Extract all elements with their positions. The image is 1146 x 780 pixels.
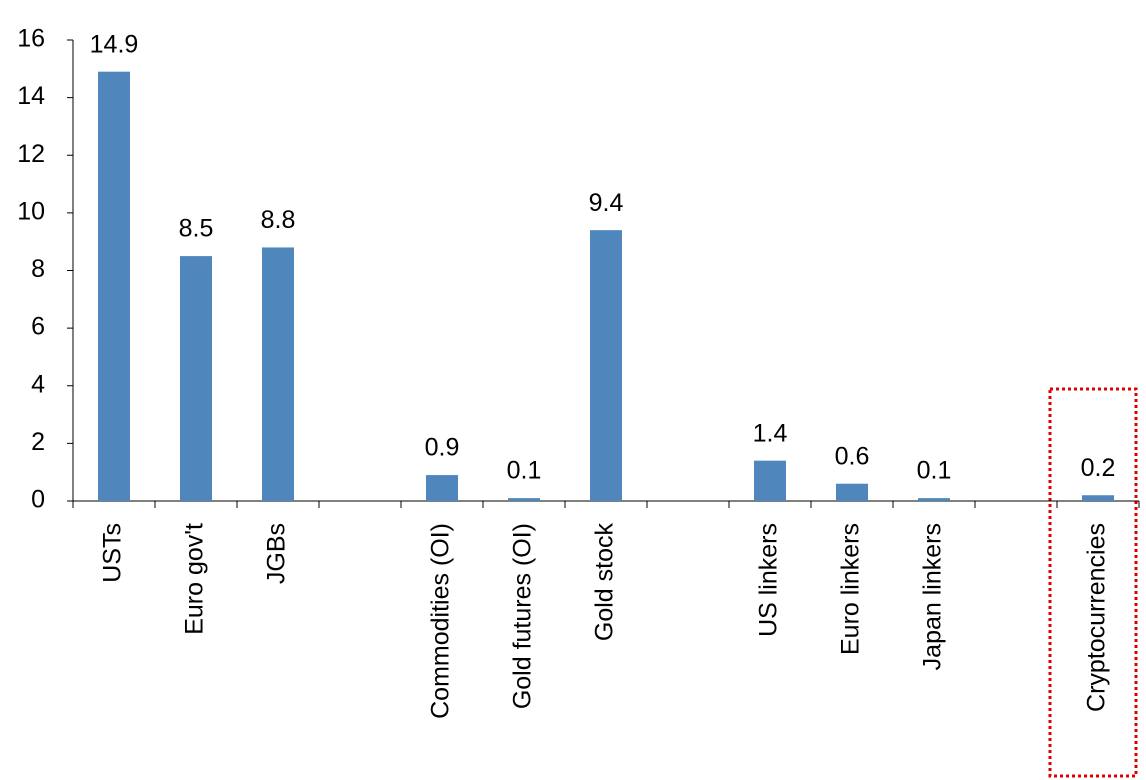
y-tick-label: 0	[31, 486, 45, 514]
y-tick-label: 14	[17, 82, 45, 110]
y-tick-label: 4	[31, 370, 45, 398]
bar	[590, 230, 622, 501]
bar	[836, 483, 868, 501]
x-tick-label: Cryptocurrencies	[1083, 523, 1111, 712]
x-tick-label: Gold stock	[591, 523, 619, 642]
data-label: 0.9	[425, 434, 460, 462]
y-tick-label: 2	[31, 428, 45, 456]
bar	[508, 498, 540, 501]
y-tick-label: 6	[31, 313, 45, 341]
x-tick-label: US linkers	[755, 523, 783, 637]
y-tick-label: 12	[17, 140, 45, 168]
x-tick-label: Japan linkers	[919, 523, 947, 670]
data-label: 8.5	[179, 215, 214, 243]
data-label: 14.9	[90, 30, 139, 58]
bar	[98, 71, 130, 501]
data-label: 9.4	[589, 189, 624, 217]
x-tick-label: Euro gov't	[181, 523, 209, 635]
y-tick-label: 8	[31, 255, 45, 283]
x-tick-label: Euro linkers	[837, 523, 865, 655]
bar	[426, 475, 458, 501]
y-tick-label: 10	[17, 197, 45, 225]
x-tick-label: Commodities (OI)	[427, 523, 455, 719]
bar	[754, 460, 786, 501]
bar	[1082, 495, 1114, 501]
bar	[918, 498, 950, 501]
data-label: 0.1	[917, 457, 952, 485]
y-tick-label: 16	[17, 25, 45, 53]
x-tick-label: JGBs	[263, 523, 291, 584]
highlight-box	[1048, 387, 1138, 778]
x-tick-label: USTs	[99, 523, 127, 583]
data-label: 0.1	[507, 457, 542, 485]
data-label: 8.8	[261, 206, 296, 234]
data-label: 0.2	[1081, 454, 1116, 482]
bar	[262, 247, 294, 501]
x-tick-label: Gold futures (OI)	[509, 523, 537, 709]
data-label: 1.4	[753, 419, 788, 447]
data-label: 0.6	[835, 442, 870, 470]
bar	[180, 256, 212, 501]
